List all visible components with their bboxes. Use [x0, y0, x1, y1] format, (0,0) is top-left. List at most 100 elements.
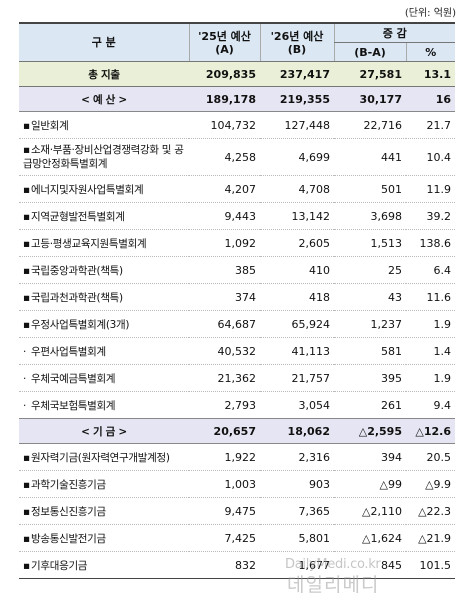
row-diff: 22,716 — [334, 111, 406, 139]
table-row: ▪고등·평생교육지원특별회계 1,092 2,605 1,513 138.6 — [19, 229, 456, 257]
row-label: ▪원자력기금(원자력연구개발계정) — [19, 443, 189, 471]
table-row: · 우편사업특별회계 40,532 41,113 581 1.4 — [19, 337, 456, 365]
row-a: 832 — [189, 551, 260, 579]
row-pct: 1.9 — [406, 364, 456, 392]
row-diff: △1,624 — [334, 524, 406, 552]
row-diff: 581 — [334, 337, 406, 365]
fund-section-a: 20,657 — [189, 418, 260, 444]
header-change-abs: (B-A) — [333, 42, 406, 62]
row-label: ▪일반회계 — [19, 111, 189, 139]
row-diff: 3,698 — [334, 202, 406, 230]
header-2025: '25년 예산 (A) — [188, 22, 260, 62]
table-row: ▪지역균형발전특별회계 9,443 13,142 3,698 39.2 — [19, 202, 456, 230]
row-a: 2,793 — [189, 391, 260, 419]
row-diff: 1,513 — [334, 229, 406, 257]
row-a: 40,532 — [189, 337, 260, 365]
row-label-text: 기후대응기금 — [31, 559, 88, 572]
budget-section-a: 189,178 — [189, 86, 260, 112]
row-label-text: 우체국예금특별회계 — [31, 372, 116, 385]
row-a: 9,443 — [189, 202, 260, 230]
bullet-marker: ▪ — [23, 451, 30, 464]
row-pct: 1.4 — [406, 337, 456, 365]
header-change-pct: % — [405, 42, 456, 62]
row-pct: 39.2 — [406, 202, 456, 230]
table-row: ▪정보통신진흥기금 9,475 7,365 △2,110 △22.3 — [19, 497, 456, 525]
bullet-marker: ▪ — [23, 210, 30, 223]
bullet-marker: ▪ — [23, 264, 30, 277]
row-b: 5,801 — [260, 524, 334, 552]
header-subrow: (B-A) % — [19, 42, 456, 62]
row-b: 3,054 — [260, 391, 334, 419]
row-a: 1,092 — [189, 229, 260, 257]
row-a: 1,922 — [189, 443, 260, 471]
row-diff: △99 — [334, 470, 406, 498]
row-b: 4,708 — [260, 175, 334, 203]
table-row: ▪소재·부품·장비산업경쟁력강화 및 공급망안정화특별회계 4,258 4,699 4… — [19, 138, 456, 176]
table-row: ▪국립과천과학관(책특) 374 418 43 11.6 — [19, 283, 456, 311]
header-2025-sub: (A) — [215, 42, 234, 56]
header-2026: '26년 예산 (B) — [259, 22, 334, 62]
row-label: ▪우정사업특별회계(3개) — [19, 310, 189, 338]
row-label-text: 방송통신발전기금 — [31, 532, 106, 545]
row-pct: 6.4 — [406, 256, 456, 284]
table-row: ▪기후대응기금 832 1,677 845 101.5 — [19, 551, 456, 579]
total-a: 209,835 — [189, 61, 260, 87]
fund-section-pct: △12.6 — [406, 418, 456, 444]
row-diff: 395 — [334, 364, 406, 392]
row-b: 903 — [260, 470, 334, 498]
row-label-text: 우정사업특별회계(3개) — [31, 318, 130, 331]
budget-section-diff: 30,177 — [334, 86, 406, 112]
header-change: 증 감 — [333, 22, 456, 43]
total-b: 237,417 — [260, 61, 334, 87]
row-label: ▪기후대응기금 — [19, 551, 189, 579]
budget-section-pct: 16 — [406, 86, 456, 112]
row-a: 21,362 — [189, 364, 260, 392]
row-label-text: 원자력기금(원자력연구개발계정) — [31, 451, 170, 464]
row-a: 385 — [189, 256, 260, 284]
watermark-logo: 데일리메디 — [287, 574, 380, 596]
row-diff: △2,110 — [334, 497, 406, 525]
row-b: 7,365 — [260, 497, 334, 525]
row-pct: 9.4 — [406, 391, 456, 419]
row-label-text: 고등·평생교육지원특별회계 — [31, 237, 147, 250]
bullet-marker: ▪ — [23, 505, 30, 518]
row-label: ▪방송통신발전기금 — [19, 524, 189, 552]
row-label-text: 일반회계 — [31, 119, 69, 132]
bullet-marker: ▪ — [23, 532, 30, 545]
total-label: 총 지출 — [19, 61, 189, 87]
row-label-text: 소재·부품·장비산업경쟁력강화 및 공급망안정화특별회계 — [23, 144, 184, 170]
row-pct: 10.4 — [406, 138, 456, 176]
row-pct: △21.9 — [406, 524, 456, 552]
total-row: 총 지출 209,835 237,417 27,581 13.1 — [19, 61, 456, 87]
table-row: · 우체국예금특별회계 21,362 21,757 395 1.9 — [19, 364, 456, 392]
row-pct: 11.6 — [406, 283, 456, 311]
bullet-marker: · — [23, 399, 27, 412]
row-a: 374 — [189, 283, 260, 311]
row-a: 4,207 — [189, 175, 260, 203]
table-row: ▪우정사업특별회계(3개) 64,687 65,924 1,237 1.9 — [19, 310, 456, 338]
bullet-marker: ▪ — [23, 559, 30, 572]
row-label: ▪과학기술진흥기금 — [19, 470, 189, 498]
table-row: ▪방송통신발전기금 7,425 5,801 △1,624 △21.9 — [19, 524, 456, 552]
fund-section-diff: △2,595 — [334, 418, 406, 444]
row-label-text: 국립과천과학관(책특) — [31, 291, 123, 304]
watermark-url: DailyMedi.co.kr — [285, 557, 381, 572]
row-label-text: 국립중앙과학관(책특) — [31, 264, 123, 277]
header-2026-label: '26년 예산 — [270, 29, 324, 43]
budget-section-row: < 예 산 > 189,178 219,355 30,177 16 — [19, 86, 456, 112]
bullet-marker: ▪ — [23, 144, 30, 156]
row-label: ▪국립과천과학관(책특) — [19, 283, 189, 311]
row-pct: △22.3 — [406, 497, 456, 525]
row-label-text: 에너지및자원사업특별회계 — [31, 183, 144, 196]
row-b: 13,142 — [260, 202, 334, 230]
fund-section-row: < 기 금 > 20,657 18,062 △2,595 △12.6 — [19, 418, 456, 444]
row-diff: 25 — [334, 256, 406, 284]
fund-section-b: 18,062 — [260, 418, 334, 444]
unit-note: (단위: 억원) — [404, 8, 456, 19]
row-b: 41,113 — [260, 337, 334, 365]
row-pct: 138.6 — [406, 229, 456, 257]
row-a: 64,687 — [189, 310, 260, 338]
row-diff: 43 — [334, 283, 406, 311]
row-b: 1,677 — [260, 551, 334, 579]
row-a: 104,732 — [189, 111, 260, 139]
